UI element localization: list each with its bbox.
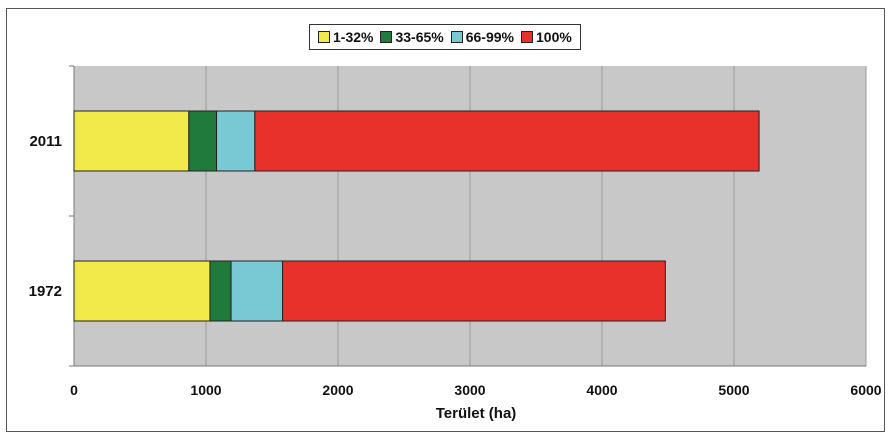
chart-frame bbox=[6, 8, 885, 432]
legend-item-100: 100% bbox=[521, 29, 572, 45]
legend-swatch-33-65 bbox=[380, 31, 393, 43]
legend-label-33-65: 33-65% bbox=[395, 29, 444, 45]
legend-label-1-32: 1-32% bbox=[333, 29, 374, 45]
legend-label-100: 100% bbox=[536, 29, 572, 45]
legend-item-1-32: 1-32% bbox=[318, 29, 373, 45]
legend-swatch-66-99 bbox=[450, 31, 463, 43]
legend-swatch-100 bbox=[521, 31, 533, 43]
legend-label-66-99: 66-99% bbox=[465, 29, 514, 45]
legend-item-33-65: 33-65% bbox=[380, 29, 444, 45]
legend: 1-32% 33-65% 66-99% 100% bbox=[309, 24, 581, 50]
legend-item-66-99: 66-99% bbox=[450, 29, 514, 45]
legend-swatch-1-32 bbox=[318, 31, 330, 43]
